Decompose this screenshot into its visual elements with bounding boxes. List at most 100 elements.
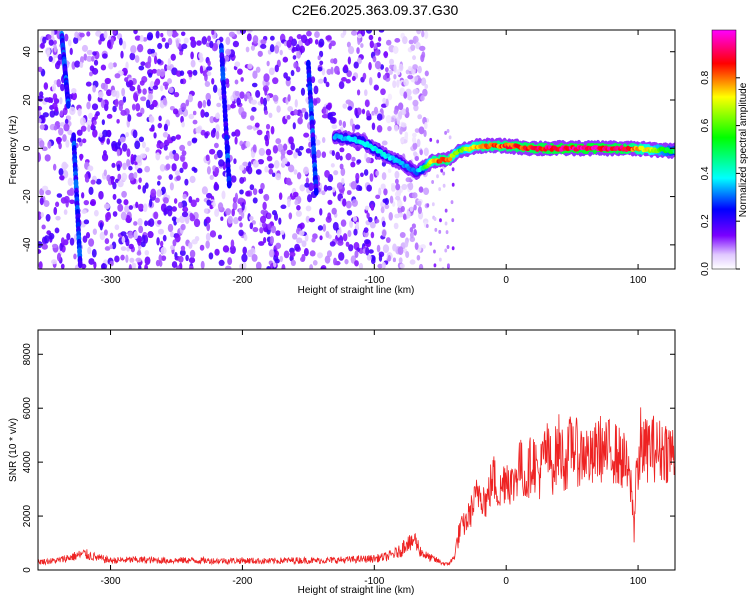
noise-blob (79, 61, 84, 69)
noise-blob (405, 106, 409, 114)
noise-blob (268, 249, 275, 258)
noise-blob (191, 239, 198, 245)
noise-blob (318, 38, 325, 48)
noise-blob (120, 211, 127, 221)
noise-blob (188, 257, 196, 264)
noise-blob (92, 129, 98, 138)
noise-blob (352, 123, 356, 133)
noise-blob (165, 155, 170, 160)
noise-blob (296, 172, 302, 180)
noise-blob (183, 206, 188, 213)
noise-blob (83, 200, 90, 206)
noise-blob (299, 45, 306, 54)
noise-blob (256, 129, 263, 136)
noise-blob (296, 33, 302, 40)
noise-blob (69, 187, 75, 197)
noise-blob (252, 188, 258, 196)
noise-blob (175, 265, 181, 269)
y-tick-label: 6000 (22, 397, 33, 420)
noise-blob (126, 158, 131, 167)
noise-blob (136, 44, 144, 53)
noise-blob (193, 167, 198, 173)
noise-blob (417, 114, 423, 120)
noise-blob (268, 163, 274, 169)
noise-blob (117, 180, 124, 188)
noise-blob (323, 76, 327, 84)
streak-segment (65, 100, 71, 109)
noise-blob (168, 87, 174, 94)
noise-blob (189, 36, 196, 42)
colorbar-tick-label: 0.0 (700, 262, 711, 276)
noise-blob (158, 115, 162, 122)
noise-blob (100, 64, 107, 71)
noise-blob (199, 244, 205, 251)
noise-blob (172, 108, 179, 115)
noise-blob (171, 206, 177, 212)
noise-blob (392, 243, 397, 252)
noise-blob (297, 117, 303, 125)
noise-blob (424, 122, 428, 130)
noise-blob (249, 215, 254, 221)
noise-blob (287, 164, 295, 173)
noise-blob (416, 138, 421, 148)
noise-blob (60, 83, 65, 92)
noise-blob (85, 232, 91, 239)
noise-blob (334, 65, 340, 75)
noise-blob (265, 123, 271, 130)
noise-blob (335, 151, 341, 161)
noise-blob (280, 204, 287, 210)
noise-blob (73, 36, 79, 45)
noise-blob (280, 230, 285, 235)
noise-blob (150, 188, 157, 198)
noise-blob (135, 257, 142, 263)
noise-blob (123, 199, 129, 206)
noise-blob (320, 266, 326, 269)
noise-blob (88, 186, 94, 196)
noise-blob (247, 63, 253, 70)
noise-blob (411, 223, 416, 229)
noise-blob (138, 136, 145, 143)
noise-blob (252, 197, 258, 204)
noise-blob (225, 48, 232, 56)
noise-blob (352, 216, 358, 222)
noise-blob (378, 187, 382, 196)
noise-blob (207, 60, 211, 67)
noise-blob (100, 82, 106, 90)
noise-blob (328, 43, 332, 50)
noise-blob (38, 248, 42, 255)
noise-blob (382, 229, 387, 237)
noise-blob (331, 207, 337, 215)
noise-blob (114, 255, 120, 263)
noise-blob (344, 259, 349, 265)
noise-blob (135, 201, 139, 209)
noise-blob (162, 234, 167, 242)
noise-blob (355, 172, 360, 181)
noise-blob (261, 222, 267, 228)
noise-blob (338, 119, 343, 126)
noise-blob (360, 43, 364, 48)
noise-blob (450, 200, 454, 205)
noise-blob (69, 237, 75, 246)
noise-blob (104, 246, 111, 251)
noise-blob (305, 148, 312, 154)
noise-blob (77, 108, 82, 117)
noise-blob (118, 99, 124, 107)
noise-blob (109, 232, 114, 239)
colorbar-tick-label: 0.6 (700, 118, 711, 132)
noise-blob (293, 169, 298, 175)
noise-blob (156, 237, 160, 246)
noise-blob (85, 119, 93, 126)
noise-blob (81, 138, 87, 144)
noise-blob (407, 182, 414, 191)
noise-blob (56, 252, 62, 262)
noise-blob (381, 161, 387, 167)
noise-blob (162, 131, 169, 138)
noise-blob (412, 64, 418, 70)
noise-blob (227, 215, 233, 224)
noise-blob (179, 144, 186, 152)
noise-blob (181, 121, 185, 128)
noise-blob (178, 255, 184, 263)
noise-blob (296, 237, 303, 244)
noise-blob (298, 145, 304, 151)
noise-blob (245, 165, 250, 172)
